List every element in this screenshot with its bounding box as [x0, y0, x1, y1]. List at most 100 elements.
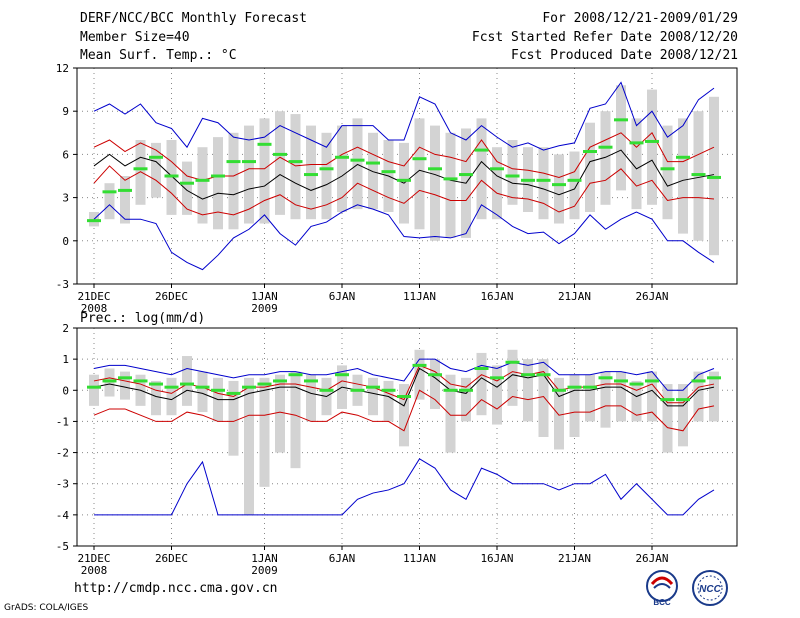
ensemble-marker	[614, 379, 628, 383]
spread-box	[693, 371, 704, 422]
ensemble-marker	[257, 142, 272, 146]
ensemble-marker	[180, 382, 194, 386]
y-tick-label: -3	[56, 278, 69, 291]
ensemble-marker	[552, 183, 566, 187]
spread-box	[383, 380, 394, 422]
spread-box	[600, 371, 611, 428]
spread-box	[197, 147, 208, 224]
ensemble-marker	[583, 385, 597, 389]
ensemble-marker	[149, 382, 163, 386]
ensemble-marker	[335, 155, 349, 159]
spread-box	[445, 374, 456, 453]
spread-box	[414, 349, 425, 400]
spread-box	[89, 374, 99, 406]
spread-box	[538, 147, 549, 220]
spread-box	[151, 380, 161, 416]
spread-box	[523, 359, 533, 422]
x-tick-label: 26DEC	[155, 552, 188, 565]
spread-box	[399, 384, 409, 447]
svg-text:BCC: BCC	[653, 598, 671, 607]
spread-box	[554, 377, 564, 450]
website-url[interactable]: http://cmdp.ncc.cma.gov.cn	[74, 581, 278, 596]
ensemble-marker	[428, 167, 442, 171]
spread-box	[414, 118, 425, 230]
spread-box	[538, 359, 549, 437]
spread-box	[182, 356, 192, 406]
ensemble-marker	[149, 155, 163, 159]
spread-box	[290, 114, 301, 220]
ensemble-marker	[288, 160, 303, 164]
mean-line	[93, 149, 715, 200]
spread-box	[337, 125, 347, 212]
spread-box	[244, 125, 254, 224]
ensemble-marker	[195, 385, 210, 389]
y-tick-label: -2	[56, 447, 69, 460]
x-tick-label: 26JAN	[635, 290, 668, 303]
start-refer-date: Fcst Started Refer Date 2008/12/20	[471, 30, 738, 45]
ensemble-marker	[443, 177, 458, 181]
spread-box	[585, 374, 595, 422]
spread-box	[507, 140, 518, 205]
spread-box	[120, 176, 130, 224]
ensemble-marker	[273, 152, 287, 156]
x-tick-label: 11JAN	[403, 552, 436, 565]
spread-box	[647, 371, 657, 422]
spread-box	[662, 384, 673, 453]
bcc-logo: BCC	[646, 570, 678, 607]
ensemble-marker	[87, 385, 101, 389]
ensemble-marker	[459, 388, 473, 392]
ensemble-marker	[319, 167, 334, 171]
ensemble-marker	[319, 388, 334, 392]
ensemble-marker	[102, 379, 117, 383]
ensemble-marker	[226, 160, 241, 164]
ensemble-marker	[102, 190, 117, 194]
spread-box	[228, 380, 239, 456]
x-tick-label: 21DEC	[77, 290, 110, 303]
min-line	[94, 458, 715, 516]
ensemble-marker	[226, 391, 241, 395]
ensemble-marker	[164, 174, 179, 178]
x-tick-label: 1JAN	[251, 290, 278, 303]
ensemble-marker	[645, 379, 659, 383]
spread-box	[259, 377, 270, 487]
ensemble-marker	[629, 141, 644, 145]
spread-box	[368, 132, 378, 210]
spread-box	[182, 161, 192, 215]
ensemble-marker	[195, 178, 210, 182]
ensemble-marker	[397, 395, 411, 399]
plot-frame	[76, 67, 738, 285]
ensemble-marker	[598, 145, 613, 149]
ensemble-marker	[567, 178, 582, 182]
ensemble-marker	[567, 385, 582, 389]
spread-box	[678, 118, 688, 234]
spread-box	[569, 151, 580, 220]
spread-box	[290, 371, 301, 469]
ensemble-marker	[118, 376, 132, 380]
spread-box	[275, 111, 285, 215]
ensemble-marker	[304, 173, 318, 177]
ensemble-marker	[211, 174, 225, 178]
ensemble-marker	[505, 174, 520, 178]
max-line	[93, 81, 715, 151]
spread-box	[275, 374, 285, 453]
spread-box	[492, 365, 502, 425]
spread-box	[197, 371, 208, 413]
grads-credit: GrADS: COLA/IGES	[4, 603, 89, 613]
ensemble-marker	[521, 178, 535, 182]
variable-label-temp: Mean Surf. Temp.: °C	[80, 48, 237, 63]
spread-box	[321, 132, 332, 220]
ensemble-marker	[474, 148, 489, 152]
x-tick-label: 11JAN	[403, 290, 436, 303]
min-line	[93, 204, 715, 271]
spread-box	[104, 183, 115, 220]
chart-title: DERF/NCC/BCC Monthly Forecast	[80, 11, 307, 26]
ensemble-marker	[381, 170, 396, 174]
ensemble-marker	[645, 139, 659, 143]
x-tick-label: 21JAN	[558, 552, 591, 565]
ensemble-marker	[443, 388, 458, 392]
spread-box	[492, 147, 502, 220]
ensemble-marker	[350, 388, 365, 392]
x-tick-label: 26DEC	[155, 290, 188, 303]
spread-box	[678, 384, 688, 447]
